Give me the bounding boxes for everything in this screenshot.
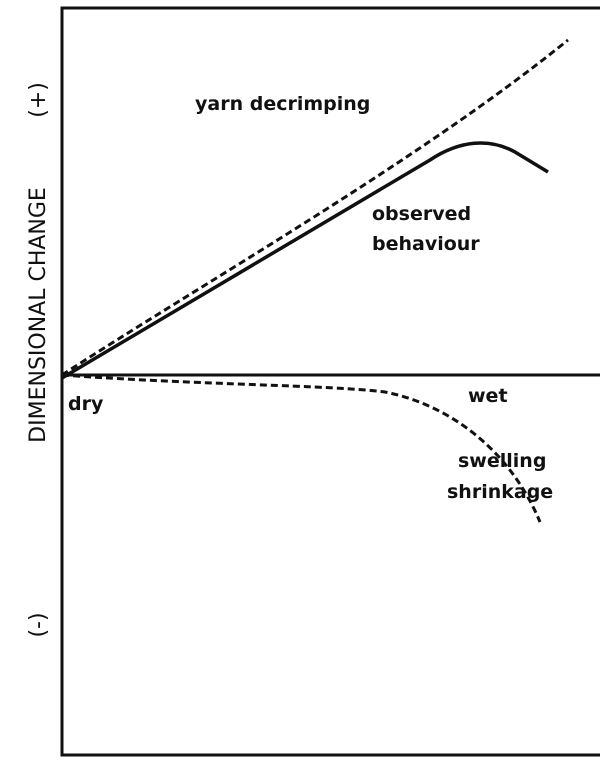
observed-curve: [61, 141, 549, 380]
axis-label: DIMENSIONAL CHANGE: [26, 187, 51, 443]
dry-label: dry: [68, 393, 104, 415]
wet-label: wet: [468, 385, 508, 407]
swelling-label: swelling: [458, 450, 546, 472]
decrimping-curve: [61, 38, 569, 377]
negative-label: (-): [26, 612, 51, 637]
swelling-curve: [61, 373, 542, 523]
observed-label: behaviour: [372, 233, 480, 255]
positive-label: (+): [26, 82, 51, 118]
swelling-label: shrinkage: [447, 481, 553, 503]
decrimping-label: yarn decrimping: [195, 93, 370, 115]
frame: [60, 6, 600, 757]
observed-label: observed: [372, 203, 471, 225]
